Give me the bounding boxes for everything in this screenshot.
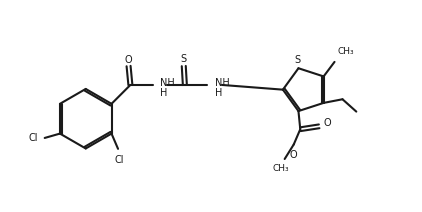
Text: NH: NH: [215, 78, 230, 88]
Text: CH₃: CH₃: [338, 47, 354, 56]
Text: CH₃: CH₃: [273, 164, 289, 173]
Text: H: H: [215, 88, 222, 98]
Text: Cl: Cl: [29, 133, 38, 143]
Text: O: O: [289, 150, 297, 160]
Text: Cl: Cl: [114, 155, 124, 165]
Text: O: O: [125, 54, 133, 64]
Text: NH: NH: [160, 78, 175, 88]
Text: S: S: [181, 54, 187, 64]
Text: O: O: [324, 119, 331, 128]
Text: S: S: [294, 55, 300, 65]
Text: H: H: [160, 88, 168, 98]
